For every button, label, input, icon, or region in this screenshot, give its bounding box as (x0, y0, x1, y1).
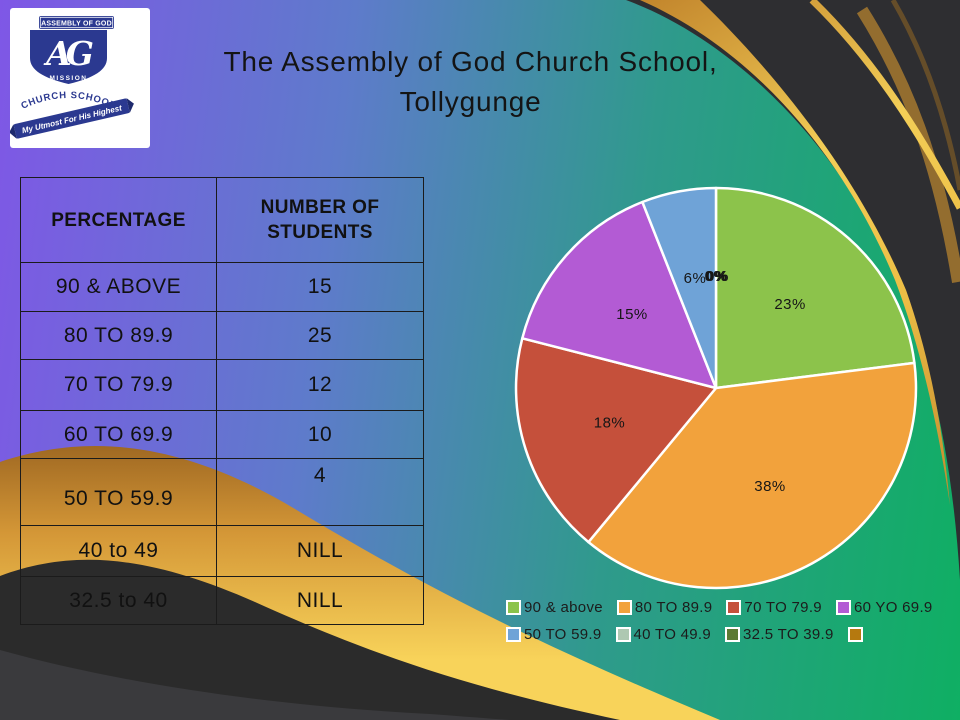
legend-label: 80 TO 89.9 (634, 599, 713, 616)
cell-range: 80 TO 89.9 (20, 311, 217, 360)
column-header: PERCENTAGE (20, 177, 217, 263)
cell-students: NILL (216, 525, 424, 577)
legend-item: 90 & above (506, 599, 603, 616)
table-row: 70 TO 79.9 12 (20, 359, 424, 411)
legend-label: 40 TO 49.9 (633, 626, 712, 643)
pie-data-label: 0% (705, 268, 728, 285)
legend-label: 32.5 TO 39.9 (743, 626, 834, 643)
thin-gold-ribbon (809, 0, 960, 210)
pie-slice (521, 200, 718, 390)
pie-data-label: 15% (616, 306, 648, 323)
legend-item: 70 TO 79.9 (726, 599, 822, 616)
school-crest: ASSEMBLY OF GOD AG MISSION CHURCH SCHOOL… (9, 16, 134, 139)
muted-gold-streak (890, 0, 960, 191)
cell-students: 4 (216, 458, 424, 526)
legend-swatch-icon (616, 600, 632, 615)
logo-shield (30, 30, 107, 84)
table-row: 32.5 to 40 NILL (20, 576, 424, 625)
table-row: 80 TO 89.9 25 (20, 311, 424, 360)
table-header-row: PERCENTAGE NUMBER OF STUDENTS (20, 177, 424, 263)
pie-data-label: 38% (754, 478, 786, 495)
legend-item: 60 YO 69.9 (835, 599, 933, 616)
pie-data-label: 23% (774, 296, 806, 313)
logo-mission-text: MISSION (50, 75, 88, 82)
cell-students: 10 (216, 410, 424, 459)
chart-legend: 90 & above 80 TO 89.9 70 TO 79.9 60 YO 69.9… (506, 599, 936, 653)
gray-wave (0, 650, 510, 720)
table-row: 90 & ABOVE 15 (20, 262, 424, 312)
legend-label: 50 TO 59.9 (524, 626, 602, 643)
legend-row: 90 & above 80 TO 89.9 70 TO 79.9 60 YO 69.9 (506, 599, 936, 616)
cell-range: 40 to 49 (20, 525, 217, 577)
legend-swatch-icon (835, 600, 851, 615)
legend-item: 50 TO 59.9 (506, 626, 602, 643)
logo-banner (39, 16, 114, 29)
legend-row: 50 TO 59.9 40 TO 49.9 32.5 TO 39.9 (506, 626, 936, 643)
legend-label: 90 & above (524, 599, 603, 616)
legend-item: 40 TO 49.9 (615, 626, 712, 643)
legend-swatch-icon (506, 627, 521, 642)
table-row: 50 TO 59.9 4 (20, 458, 424, 526)
cell-range: 60 TO 69.9 (20, 410, 217, 459)
pie-slice (587, 361, 918, 590)
legend-label: 60 YO 69.9 (853, 599, 933, 616)
legend-item: 32.5 TO 39.9 (725, 626, 834, 643)
slide-title: The Assembly of God Church School, Tolly… (163, 42, 778, 122)
legend-label: 70 TO 79.9 (744, 599, 822, 616)
legend-swatch-icon (725, 627, 741, 642)
cell-students: 15 (216, 262, 424, 312)
column-header: NUMBER OF STUDENTS (216, 177, 424, 263)
legend-swatch-icon (506, 600, 521, 615)
cell-range: 70 TO 79.9 (20, 359, 217, 411)
pie-chart: 23% 38% 18% 15% 6% 0% 0% (506, 178, 926, 598)
pie-slice (714, 186, 916, 390)
logo-banner-text: ASSEMBLY OF GOD (41, 21, 112, 28)
table-row: 60 TO 69.9 10 (20, 410, 424, 459)
results-table: PERCENTAGE NUMBER OF STUDENTS 90 & ABOVE 1… (20, 177, 424, 625)
cell-students: NILL (216, 576, 424, 625)
cell-range: 32.5 to 40 (20, 576, 217, 625)
legend-swatch-icon (726, 600, 742, 615)
cell-students: 25 (216, 311, 424, 360)
cell-range: 90 & ABOVE (20, 262, 217, 312)
title-line-1: The Assembly of God Church School, (223, 46, 718, 77)
school-logo: ASSEMBLY OF GOD AG MISSION CHURCH SCHOOL… (9, 8, 150, 148)
legend-item: 80 TO 89.9 (616, 599, 713, 616)
pie-data-label: 6% (684, 270, 707, 287)
table-row: 40 to 49 NILL (20, 525, 424, 577)
cell-students: 12 (216, 359, 424, 411)
logo-monogram: AG (43, 34, 93, 73)
pie-slice (514, 337, 718, 544)
legend-swatch-icon (615, 627, 631, 642)
pie-slice (641, 186, 718, 390)
title-line-2: Tollygunge (399, 86, 542, 117)
legend-swatch-icon (847, 627, 863, 642)
cell-range: 50 TO 59.9 (20, 458, 217, 526)
pie-data-label: 18% (594, 415, 626, 432)
pie-data-label: 0% (706, 268, 729, 285)
legend-item (847, 627, 863, 642)
